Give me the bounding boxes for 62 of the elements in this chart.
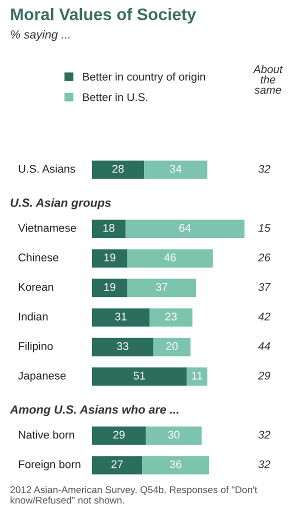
bar xyxy=(150,308,192,327)
legend-label: Better in country of origin xyxy=(83,72,206,83)
bar xyxy=(92,426,146,445)
y-tick-label: Vietnamese xyxy=(18,224,76,232)
text: 32 xyxy=(258,430,270,439)
bar xyxy=(92,160,144,179)
bar xyxy=(144,160,208,179)
data-label: 19 xyxy=(104,254,116,262)
text: 42 xyxy=(258,312,270,320)
y-tick-label: Chinese xyxy=(18,253,58,262)
bar xyxy=(127,249,213,268)
text: 29 xyxy=(258,372,270,380)
data-label: 31 xyxy=(115,312,126,320)
bar xyxy=(146,426,202,445)
data-label: 64 xyxy=(179,224,191,232)
data-label: 20 xyxy=(166,342,178,350)
data-label: 36 xyxy=(170,460,182,468)
data-label: 46 xyxy=(164,254,176,262)
data-label: 34 xyxy=(170,164,182,173)
y-tick-label: Korean xyxy=(18,283,54,291)
y-tick-label: Japanese xyxy=(18,372,66,382)
text: 32 xyxy=(258,460,270,468)
bar xyxy=(92,308,150,327)
y-tick-label: Indian xyxy=(19,312,48,320)
bar xyxy=(92,278,128,298)
chart-subtitle: % saying ... xyxy=(10,30,70,42)
legend-label: Better in U.S. xyxy=(83,92,148,102)
text: 26 xyxy=(258,254,270,262)
data-label: 33 xyxy=(116,342,128,350)
data-label: 37 xyxy=(156,283,168,291)
text: 44 xyxy=(258,342,270,350)
data-label: 23 xyxy=(165,312,177,320)
text: 2012 Asian-American Survey. Q54b. Responses of "Don't know/Refused" not shown. xyxy=(10,486,258,504)
y-tick-label: Foreign born xyxy=(18,460,80,470)
data-label: 30 xyxy=(168,430,180,439)
bar xyxy=(92,338,154,356)
bar xyxy=(127,278,196,298)
y-tick-label: Native born xyxy=(18,430,74,439)
bar xyxy=(125,220,244,238)
bar xyxy=(186,367,208,386)
data-label: 51 xyxy=(134,372,146,380)
data-label: 29 xyxy=(113,430,125,439)
y-tick-label: Filipino xyxy=(18,342,53,352)
text: 15 xyxy=(258,224,270,232)
bar xyxy=(92,456,142,474)
bar xyxy=(92,367,187,386)
text: 32 xyxy=(258,164,270,173)
y-tick-label: U.S. Asian groups xyxy=(10,198,111,210)
y-tick-label: U.S. Asians xyxy=(18,164,76,173)
data-label: 27 xyxy=(111,460,123,468)
text: About the same xyxy=(252,65,283,94)
data-label: 19 xyxy=(104,283,116,291)
bar xyxy=(142,456,210,474)
chart-title: Moral Values of Society xyxy=(11,8,196,24)
y-tick-label: Among U.S. Asians who are ... xyxy=(10,405,178,416)
data-label: 11 xyxy=(192,372,202,380)
data-label: 18 xyxy=(103,224,114,232)
bar xyxy=(153,338,191,356)
bar xyxy=(92,220,126,238)
text: 37 xyxy=(258,283,271,291)
data-label: 28 xyxy=(112,164,124,173)
bar xyxy=(92,249,128,268)
